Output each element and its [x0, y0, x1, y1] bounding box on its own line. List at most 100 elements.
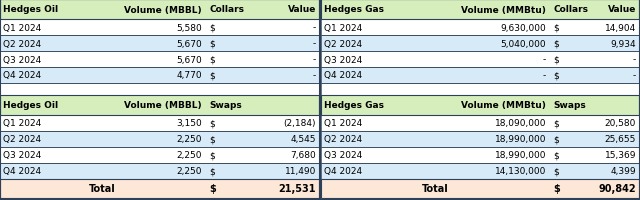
Text: 20,580: 20,580 [605, 119, 636, 128]
Bar [321, 179, 639, 198]
Bar [0, 52, 319, 68]
Bar [321, 115, 639, 131]
Text: Q1 2024: Q1 2024 [3, 23, 41, 32]
Text: $: $ [553, 167, 559, 176]
Bar [321, 52, 639, 68]
Text: (2,184): (2,184) [284, 119, 316, 128]
Text: Total: Total [89, 184, 116, 194]
Text: 15,369: 15,369 [605, 151, 636, 160]
Text: 18,990,000: 18,990,000 [495, 151, 546, 160]
Bar [321, 163, 639, 179]
Bar [0, 36, 319, 52]
Text: Q2 2024: Q2 2024 [3, 135, 41, 144]
Bar [0, 68, 319, 84]
Text: Q1 2024: Q1 2024 [324, 119, 362, 128]
Text: $: $ [553, 39, 559, 48]
Text: 14,130,000: 14,130,000 [495, 167, 546, 176]
Text: Volume (MMBtu): Volume (MMBtu) [461, 101, 546, 110]
Text: Q4 2024: Q4 2024 [324, 167, 362, 176]
Text: $: $ [553, 184, 560, 194]
Bar [321, 0, 639, 20]
Text: $: $ [209, 184, 216, 194]
Text: 4,770: 4,770 [177, 71, 202, 80]
Text: -: - [633, 71, 636, 80]
Text: Q1 2024: Q1 2024 [324, 23, 362, 32]
Text: $: $ [209, 119, 215, 128]
Text: -: - [313, 23, 316, 32]
Text: Value: Value [607, 5, 636, 14]
Text: 14,904: 14,904 [605, 23, 636, 32]
Bar [321, 20, 639, 36]
Text: 18,990,000: 18,990,000 [495, 135, 546, 144]
Text: -: - [543, 55, 546, 64]
Text: Q3 2024: Q3 2024 [324, 151, 362, 160]
Text: Hedges Oil: Hedges Oil [3, 101, 58, 110]
Text: $: $ [553, 119, 559, 128]
Bar [0, 96, 319, 115]
Text: $: $ [209, 55, 215, 64]
Text: 25,655: 25,655 [605, 135, 636, 144]
Text: $: $ [209, 151, 215, 160]
Text: 2,250: 2,250 [177, 135, 202, 144]
Text: $: $ [553, 135, 559, 144]
Bar [321, 131, 639, 147]
Bar [0, 163, 319, 179]
Bar [321, 131, 639, 147]
Text: $: $ [553, 55, 559, 64]
Text: Q3 2024: Q3 2024 [3, 151, 41, 160]
Text: Q4 2024: Q4 2024 [3, 167, 41, 176]
Text: Volume (MMBtu): Volume (MMBtu) [461, 5, 546, 14]
Text: 2,250: 2,250 [177, 151, 202, 160]
Bar [0, 68, 319, 84]
Text: $: $ [209, 167, 215, 176]
Bar [321, 36, 639, 52]
Bar [321, 96, 639, 115]
Text: Collars: Collars [553, 5, 588, 14]
Text: Q2 2024: Q2 2024 [324, 39, 362, 48]
Bar [0, 0, 319, 20]
Bar [321, 36, 639, 52]
Bar [0, 52, 319, 68]
Text: Q1 2024: Q1 2024 [3, 119, 41, 128]
Text: Q2 2024: Q2 2024 [3, 39, 41, 48]
Text: Volume (MBBL): Volume (MBBL) [124, 5, 202, 14]
Text: Total: Total [422, 184, 449, 194]
Text: 4,399: 4,399 [611, 167, 636, 176]
Text: Q3 2024: Q3 2024 [3, 55, 41, 64]
Bar [0, 179, 319, 198]
Bar [0, 0, 319, 20]
Bar [0, 36, 319, 52]
Text: $: $ [209, 39, 215, 48]
Text: 5,580: 5,580 [176, 23, 202, 32]
Bar [321, 115, 639, 131]
Bar [0, 84, 319, 96]
Bar [321, 84, 639, 96]
Bar [321, 163, 639, 179]
Text: Hedges Gas: Hedges Gas [324, 101, 384, 110]
Text: 2,250: 2,250 [177, 167, 202, 176]
Bar [0, 163, 319, 179]
Bar [321, 96, 639, 115]
Bar [0, 131, 319, 147]
Bar [321, 0, 639, 20]
Bar [0, 84, 319, 96]
Text: 21,531: 21,531 [278, 184, 316, 194]
Bar [321, 52, 639, 68]
Text: 11,490: 11,490 [285, 167, 316, 176]
Bar [321, 84, 639, 96]
Text: 9,934: 9,934 [611, 39, 636, 48]
Text: $: $ [553, 71, 559, 80]
Text: $: $ [553, 151, 559, 160]
Text: 18,090,000: 18,090,000 [495, 119, 546, 128]
Text: 5,670: 5,670 [176, 55, 202, 64]
Text: Hedges Oil: Hedges Oil [3, 5, 58, 14]
Bar [321, 68, 639, 84]
Text: Q2 2024: Q2 2024 [324, 135, 362, 144]
Text: Volume (MBBL): Volume (MBBL) [124, 101, 202, 110]
Text: $: $ [209, 23, 215, 32]
Bar [0, 20, 319, 36]
Bar [321, 20, 639, 36]
Bar [0, 131, 319, 147]
Bar [0, 20, 319, 36]
Text: -: - [313, 55, 316, 64]
